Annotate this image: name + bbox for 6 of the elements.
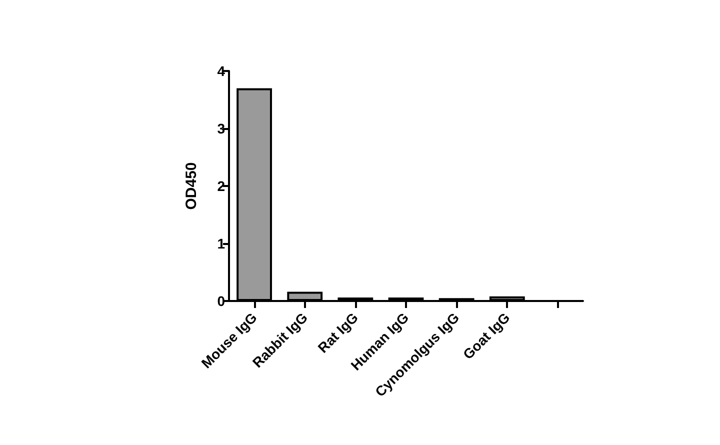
y-tick-label: 4 [217, 63, 226, 79]
y-tick-label: 1 [217, 236, 226, 252]
y-tick-label: 3 [217, 120, 226, 136]
y-tick-label: 2 [217, 178, 226, 194]
x-tick-label: Rat IgG [314, 309, 362, 356]
y-axis-title: OD450 [183, 162, 200, 210]
